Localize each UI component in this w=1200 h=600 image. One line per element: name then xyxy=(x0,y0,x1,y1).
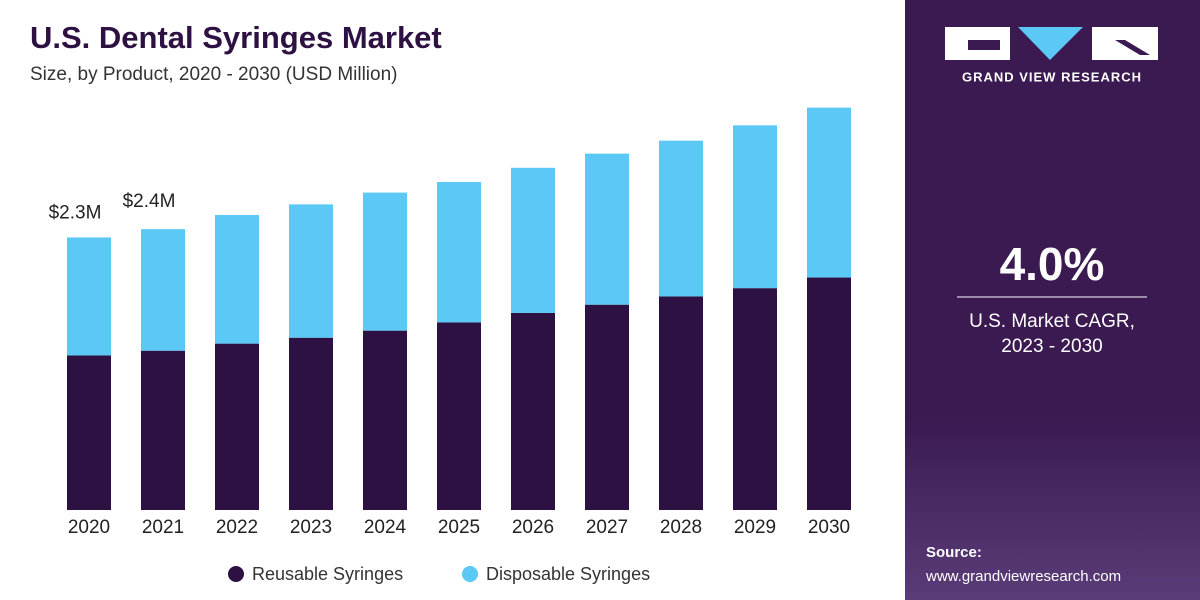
bar-segment xyxy=(437,322,481,510)
bar-segment xyxy=(141,350,185,510)
x-tick-label: 2025 xyxy=(438,517,480,538)
x-tick-label: 2029 xyxy=(734,517,776,538)
bar-segment xyxy=(585,304,629,510)
bar-segment xyxy=(363,330,407,510)
bar-segment xyxy=(733,125,777,289)
bar-segment xyxy=(807,107,851,278)
logo xyxy=(945,27,1158,60)
source-label: Source: xyxy=(926,544,982,561)
cagr-label: 2023 - 2030 xyxy=(1001,336,1102,357)
bar-segment xyxy=(215,343,259,510)
bar-segment xyxy=(807,277,851,510)
bar-segment xyxy=(67,237,111,356)
x-tick-label: 2027 xyxy=(586,517,628,538)
x-tick-label: 2020 xyxy=(68,517,110,538)
bar-segment xyxy=(289,204,333,338)
legend-label: Reusable Syringes xyxy=(252,564,403,584)
x-tick-label: 2024 xyxy=(364,517,407,538)
x-tick-label: 2022 xyxy=(216,517,258,538)
bar-segment xyxy=(215,215,259,344)
brand: GRAND VIEW RESEARCH xyxy=(962,69,1142,84)
bar-segment xyxy=(141,229,185,351)
bar-segment xyxy=(511,312,555,510)
chart-subtitle: Size, by Product, 2020 - 2030 (USD Milli… xyxy=(30,64,398,85)
legend-marker xyxy=(228,566,244,582)
cagr-value: 4.0% xyxy=(1000,238,1105,290)
total-label: $2.3M xyxy=(49,203,102,224)
chart-title: U.S. Dental Syringes Market xyxy=(30,20,442,55)
bar-segment xyxy=(585,153,629,305)
bar-segment xyxy=(659,296,703,510)
x-tick-label: 2030 xyxy=(808,517,850,538)
legend-marker xyxy=(462,566,478,582)
bar-segment xyxy=(289,337,333,510)
x-tick-label: 2021 xyxy=(142,517,184,538)
sidebar xyxy=(905,0,1200,600)
x-tick-label: 2023 xyxy=(290,517,332,538)
source-url: www.grandviewresearch.com xyxy=(925,568,1121,585)
bar-segment xyxy=(511,167,555,313)
legend-label: Disposable Syringes xyxy=(486,564,650,584)
bar-segment xyxy=(67,355,111,510)
total-label: $2.4M xyxy=(123,191,176,212)
bar-segment xyxy=(437,181,481,323)
bar-segment xyxy=(659,140,703,297)
x-tick-label: 2026 xyxy=(512,517,554,538)
cagr-label: U.S. Market CAGR, xyxy=(969,311,1135,332)
x-tick-label: 2028 xyxy=(660,517,702,538)
bar-segment xyxy=(733,288,777,510)
bar-segment xyxy=(363,192,407,331)
